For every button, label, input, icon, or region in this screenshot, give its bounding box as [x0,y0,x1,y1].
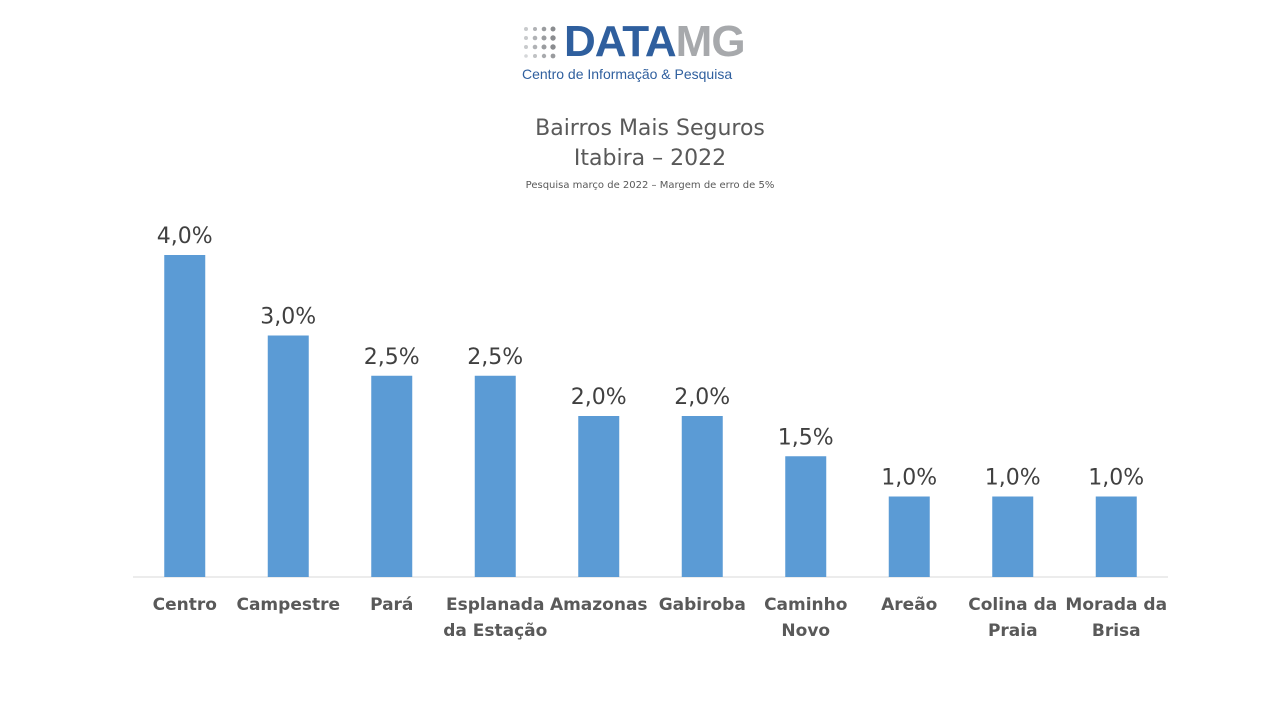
datamg-logo: DATAMG Centro de Informação & Pesquisa [520,20,782,84]
data-label-8: 1,0% [985,466,1041,491]
chart-note: Pesquisa março de 2022 – Margem de erro … [525,180,775,191]
bar-3 [474,375,516,577]
bar-9 [1095,496,1137,577]
data-label-5: 2,0% [674,385,730,410]
category-label-8-line-1: Praia [988,621,1038,641]
category-label-1: Campestre [236,595,340,615]
data-label-3: 2,5% [467,345,523,370]
bar-8 [992,496,1034,577]
logo-brand-mg: MG [675,17,746,66]
logo-dots-icon [524,26,556,59]
logo-tagline: Centro de Informação & Pesquisa [522,66,733,82]
data-label-1: 3,0% [260,305,316,330]
data-label-7: 1,0% [881,466,937,491]
bar-1 [267,335,309,577]
category-label-9-line-0: Morada da [1065,595,1167,615]
category-label-6-line-1: Novo [781,621,830,641]
bar-2 [371,375,413,577]
logo-wordmark: DATAMG [564,17,746,66]
category-label-8-line-0: Colina da [968,595,1057,615]
category-label-3-line-1: da Estação [443,621,547,641]
category-label-3-line-0: Esplanada [446,595,544,615]
data-label-0: 4,0% [157,224,213,249]
category-label-9-line-1: Brisa [1092,621,1141,641]
bar-0 [164,255,206,577]
data-label-4: 2,0% [571,385,627,410]
category-label-2: Pará [370,595,413,615]
bar-5 [681,416,723,577]
data-label-2: 2,5% [364,345,420,370]
bar-4 [578,416,620,577]
logo-brand-data: DATA [564,17,677,66]
category-label-6-line-0: Caminho [764,595,847,615]
chart-subtitle: Itabira – 2022 [573,146,727,171]
category-label-5: Gabiroba [659,595,746,615]
data-label-6: 1,5% [778,425,834,450]
category-label-0: Centro [153,595,217,615]
chart-title: Bairros Mais Seguros [535,116,765,141]
category-label-7: Areão [881,595,937,615]
bar-7 [888,496,930,577]
data-label-9: 1,0% [1088,466,1144,491]
bar-6 [785,456,827,577]
category-label-4: Amazonas [550,595,648,615]
